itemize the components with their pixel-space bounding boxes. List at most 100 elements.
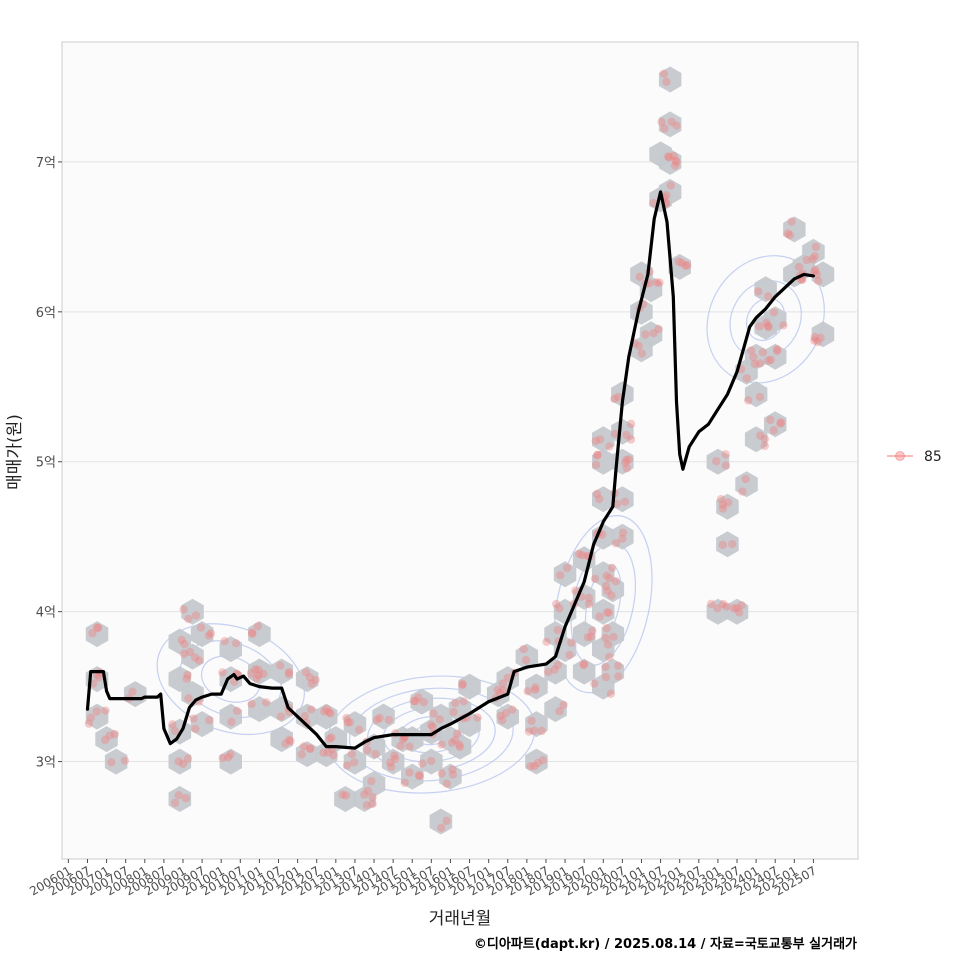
hex-bin bbox=[811, 321, 835, 348]
data-point bbox=[530, 685, 540, 695]
hex-bin bbox=[592, 486, 615, 513]
data-point bbox=[555, 571, 565, 580]
data-point bbox=[622, 430, 631, 440]
data-point bbox=[448, 765, 457, 774]
data-point bbox=[550, 665, 559, 674]
data-point bbox=[205, 716, 214, 725]
data-point bbox=[326, 709, 335, 718]
data-point bbox=[649, 328, 658, 338]
data-point bbox=[672, 121, 681, 130]
data-point bbox=[189, 714, 198, 723]
data-point bbox=[734, 608, 744, 617]
data-point bbox=[718, 599, 728, 609]
data-point bbox=[362, 801, 371, 810]
data-point bbox=[252, 674, 261, 683]
data-point bbox=[501, 708, 511, 718]
data-point bbox=[437, 769, 446, 778]
density-contour bbox=[553, 515, 653, 694]
data-point bbox=[297, 750, 306, 759]
hex-bin bbox=[706, 448, 730, 475]
data-point bbox=[635, 272, 644, 282]
data-point bbox=[84, 719, 94, 728]
data-point bbox=[174, 791, 183, 800]
data-point bbox=[538, 755, 548, 765]
hex-bin bbox=[410, 688, 434, 715]
hex-bin bbox=[525, 748, 548, 775]
hex-bin bbox=[429, 808, 453, 835]
hex-bin bbox=[515, 643, 539, 670]
y-tick-label: 7억 bbox=[36, 156, 56, 171]
data-point bbox=[347, 749, 357, 759]
data-point bbox=[764, 356, 773, 365]
data-point bbox=[601, 633, 610, 643]
data-point bbox=[742, 374, 752, 383]
data-point bbox=[345, 718, 355, 727]
data-point bbox=[755, 392, 765, 402]
data-point bbox=[674, 257, 683, 266]
data-point bbox=[262, 698, 271, 707]
data-point bbox=[181, 794, 191, 803]
data-point bbox=[447, 738, 457, 747]
data-point bbox=[750, 359, 760, 369]
y-tick-label: 3억 bbox=[36, 756, 56, 771]
hex-bin bbox=[601, 576, 625, 603]
data-point bbox=[415, 771, 425, 780]
data-point bbox=[611, 577, 621, 586]
data-point bbox=[606, 689, 616, 699]
hex-bin bbox=[764, 411, 787, 438]
data-point bbox=[385, 758, 395, 767]
data-point bbox=[553, 625, 562, 635]
data-point bbox=[605, 573, 614, 583]
data-point bbox=[764, 292, 773, 301]
hex-bin bbox=[764, 343, 787, 370]
data-point bbox=[319, 748, 328, 757]
data-point bbox=[86, 713, 96, 722]
data-point bbox=[493, 685, 502, 695]
data-point bbox=[196, 623, 206, 632]
data-point bbox=[743, 396, 753, 405]
data-point bbox=[659, 69, 669, 78]
data-point bbox=[305, 673, 315, 682]
data-point bbox=[437, 740, 446, 749]
hex-bin bbox=[448, 733, 472, 760]
data-point bbox=[409, 696, 418, 706]
hex-bin bbox=[85, 703, 109, 730]
data-point bbox=[254, 671, 263, 680]
data-point bbox=[590, 679, 599, 688]
hex-bin bbox=[553, 598, 577, 625]
hex-bin bbox=[295, 666, 319, 693]
data-point bbox=[284, 735, 294, 744]
data-point bbox=[602, 571, 611, 580]
legend-label: 85 bbox=[924, 449, 942, 465]
y-axis-title: 매매가(원) bbox=[5, 414, 25, 490]
data-point bbox=[329, 750, 338, 760]
data-point bbox=[177, 635, 186, 645]
data-point bbox=[779, 321, 788, 330]
hex-bin bbox=[544, 696, 567, 723]
data-point bbox=[524, 727, 534, 736]
hex-bin bbox=[248, 696, 271, 723]
data-point bbox=[614, 661, 623, 670]
hex-bin bbox=[658, 148, 682, 175]
hex-bin bbox=[601, 621, 625, 648]
data-point bbox=[654, 324, 663, 334]
data-point bbox=[746, 346, 756, 355]
data-point bbox=[808, 254, 817, 264]
data-point bbox=[769, 308, 779, 317]
data-point bbox=[458, 679, 467, 689]
data-point bbox=[450, 735, 460, 745]
hex-bin bbox=[706, 598, 730, 625]
data-points bbox=[84, 69, 825, 832]
hex-bin bbox=[181, 598, 204, 625]
data-point bbox=[281, 739, 290, 748]
trend-line bbox=[85, 190, 815, 750]
data-point bbox=[718, 500, 728, 509]
data-point bbox=[601, 581, 611, 591]
data-point bbox=[232, 706, 242, 716]
data-point bbox=[764, 322, 773, 332]
data-point bbox=[607, 591, 616, 600]
data-point bbox=[553, 660, 563, 670]
data-point bbox=[428, 722, 437, 732]
data-point bbox=[178, 759, 188, 769]
